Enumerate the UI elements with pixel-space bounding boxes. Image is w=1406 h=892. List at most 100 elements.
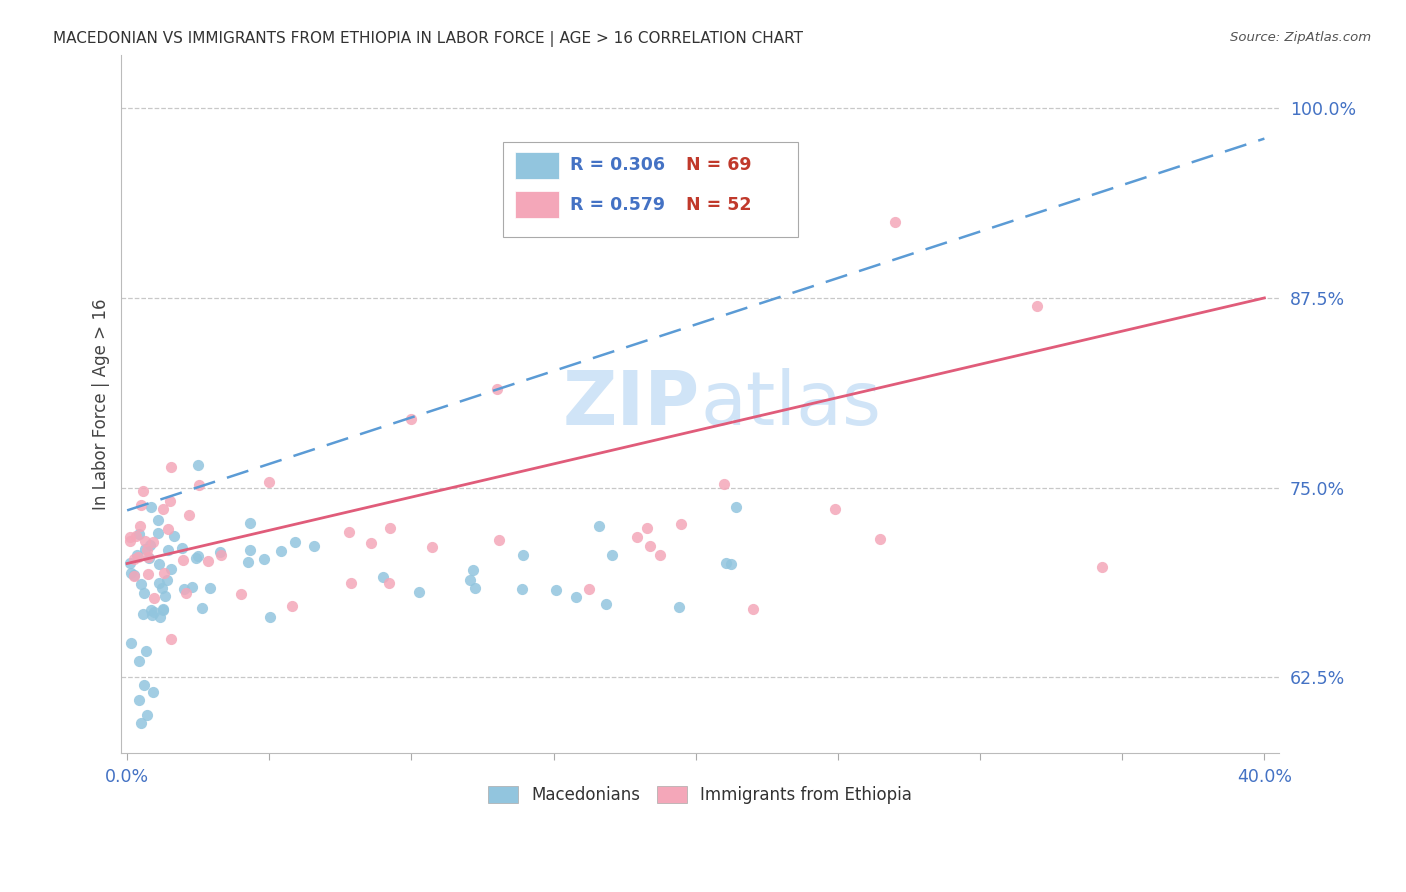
Point xyxy=(257,475,280,490)
Point xyxy=(360,535,382,549)
Point xyxy=(668,599,690,614)
Point xyxy=(159,562,181,576)
Point xyxy=(136,542,159,557)
Point xyxy=(186,551,208,566)
Point xyxy=(159,494,181,508)
Point xyxy=(156,543,179,558)
Point xyxy=(141,608,163,623)
Point xyxy=(132,607,155,622)
Point xyxy=(485,382,508,396)
Point xyxy=(669,516,692,531)
Point xyxy=(600,548,623,562)
Text: MACEDONIAN VS IMMIGRANTS FROM ETHIOPIA IN LABOR FORCE | AGE > 16 CORRELATION CHA: MACEDONIAN VS IMMIGRANTS FROM ETHIOPIA I… xyxy=(53,31,803,47)
FancyBboxPatch shape xyxy=(515,153,558,178)
Text: Source: ZipAtlas.com: Source: ZipAtlas.com xyxy=(1230,31,1371,45)
Point xyxy=(270,544,292,558)
Point xyxy=(163,529,186,543)
Point xyxy=(239,516,262,531)
Legend: Macedonians, Immigrants from Ethiopia: Macedonians, Immigrants from Ethiopia xyxy=(481,780,918,811)
Point xyxy=(152,601,174,615)
Point xyxy=(129,576,152,591)
Point xyxy=(565,590,588,604)
Point xyxy=(638,539,661,553)
Point xyxy=(138,551,160,566)
Point xyxy=(253,552,276,566)
Point xyxy=(259,609,281,624)
Point xyxy=(512,548,534,562)
Point xyxy=(464,582,486,596)
Point xyxy=(510,582,533,596)
Point xyxy=(724,500,747,515)
Point xyxy=(134,678,156,692)
Point xyxy=(408,584,430,599)
Point xyxy=(302,539,325,553)
Point xyxy=(136,567,159,582)
Point xyxy=(148,558,170,572)
Point xyxy=(153,589,176,603)
Point xyxy=(127,549,149,564)
Point xyxy=(231,587,253,601)
Point xyxy=(120,566,142,580)
Point xyxy=(172,553,194,567)
Point xyxy=(544,582,567,597)
Point xyxy=(339,576,361,591)
Point xyxy=(143,605,166,619)
Point xyxy=(125,529,148,543)
Point xyxy=(136,708,159,723)
Point xyxy=(118,533,141,548)
Point xyxy=(377,576,399,591)
Point xyxy=(146,525,169,540)
Point xyxy=(122,551,145,566)
FancyBboxPatch shape xyxy=(515,191,558,218)
Point xyxy=(588,518,610,533)
Point xyxy=(120,636,142,650)
Point xyxy=(129,499,152,513)
Point xyxy=(420,540,443,554)
Point xyxy=(181,580,204,594)
Point xyxy=(142,591,165,605)
Point xyxy=(337,524,360,539)
Point xyxy=(869,532,891,546)
Point xyxy=(150,581,173,595)
Text: R = 0.306: R = 0.306 xyxy=(571,156,665,175)
Text: N = 69: N = 69 xyxy=(686,156,752,175)
Point xyxy=(883,215,905,229)
Text: R = 0.579: R = 0.579 xyxy=(571,195,665,213)
Point xyxy=(156,522,179,536)
Point xyxy=(191,601,214,615)
Text: ZIP: ZIP xyxy=(562,368,700,441)
FancyBboxPatch shape xyxy=(503,143,799,236)
Point xyxy=(148,575,170,590)
Point xyxy=(128,518,150,533)
Point xyxy=(284,535,307,549)
Point xyxy=(128,693,150,707)
Point xyxy=(146,513,169,527)
Point xyxy=(132,586,155,600)
Point xyxy=(1026,299,1049,313)
Point xyxy=(139,603,162,617)
Point xyxy=(197,554,219,568)
Point xyxy=(187,458,209,472)
Point xyxy=(578,582,600,596)
Point xyxy=(488,533,510,547)
Point xyxy=(170,541,193,555)
Point xyxy=(463,563,485,577)
Point xyxy=(595,597,617,611)
Point xyxy=(200,581,222,595)
Point xyxy=(128,527,150,541)
Point xyxy=(238,555,260,569)
Point xyxy=(142,685,165,699)
Point xyxy=(152,602,174,616)
Point xyxy=(160,632,183,646)
Point xyxy=(714,556,737,570)
Point xyxy=(124,568,146,582)
Point xyxy=(209,545,232,559)
Point xyxy=(139,537,162,551)
Point xyxy=(720,557,742,571)
Point xyxy=(174,586,197,600)
Point xyxy=(650,548,672,562)
Point xyxy=(173,582,195,597)
Point xyxy=(118,556,141,570)
Point xyxy=(713,476,735,491)
Point xyxy=(1091,560,1114,574)
